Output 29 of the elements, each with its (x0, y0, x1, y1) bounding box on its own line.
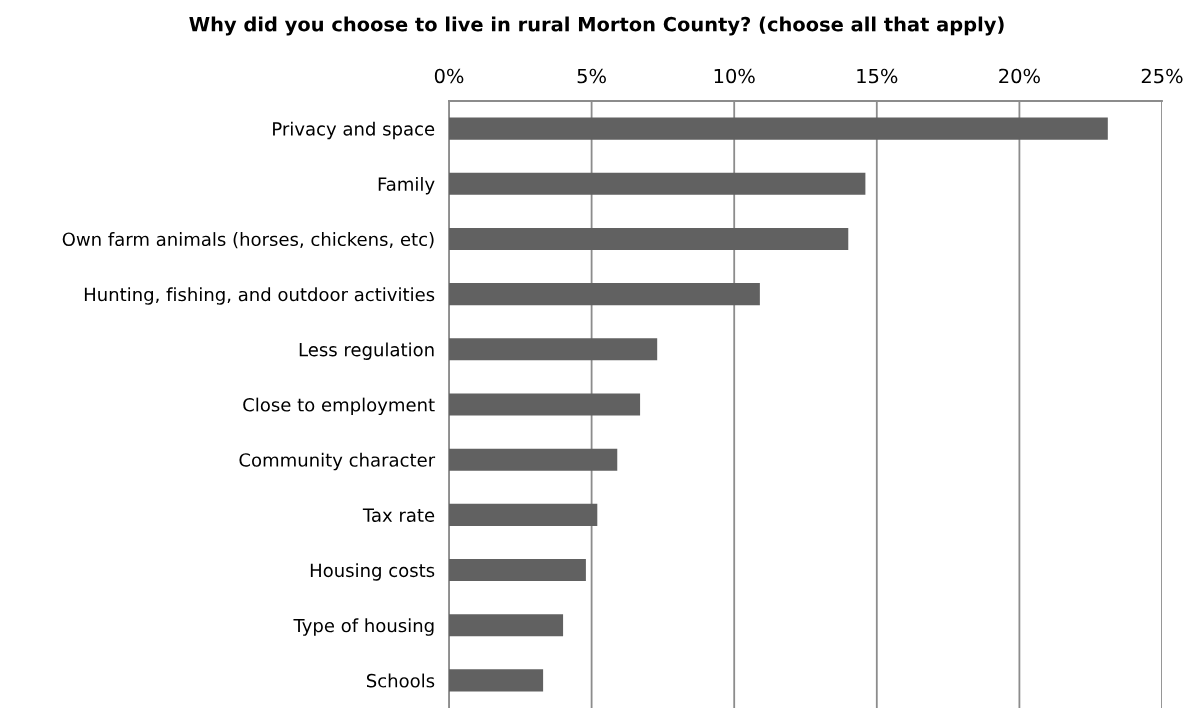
bar (449, 393, 641, 416)
x-tick-label: 15% (857, 68, 898, 84)
y-tick-label: Type of housing (293, 618, 434, 636)
y-tick-label: Privacy and space (273, 121, 435, 140)
bar (449, 227, 849, 250)
y-tick-label: Housing costs (310, 563, 435, 581)
x-tick-label: 10% (714, 68, 755, 84)
bar (449, 614, 564, 637)
y-tick-label: Schools (366, 673, 435, 688)
y-tick-label: Close to employment (243, 397, 435, 416)
y-tick-label: Own farm animals (horses, chickens, etc) (62, 232, 434, 249)
chart-title: Why did you choose to live in rural Morton County? (choose all that apply) (189, 16, 1004, 36)
y-tick-label: Tax rate (362, 508, 435, 522)
bar (449, 669, 544, 692)
bar (449, 117, 1108, 140)
y-tick-label: Hunting, fishing, and outdoor activities (84, 287, 435, 305)
bar (449, 283, 760, 306)
bar (449, 338, 658, 361)
bar (449, 172, 866, 195)
x-tick-label: 0% (434, 68, 464, 84)
bar (449, 448, 618, 471)
bar (449, 503, 598, 526)
y-tick-label: Family (378, 176, 435, 195)
x-tick-label: 5% (577, 68, 606, 84)
x-tick-label: 20% (999, 68, 1040, 84)
x-tick-label: 25% (1141, 68, 1183, 84)
y-tick-label: Community character (239, 452, 436, 471)
y-tick-label: Less regulation (299, 342, 434, 360)
bar (449, 559, 586, 582)
